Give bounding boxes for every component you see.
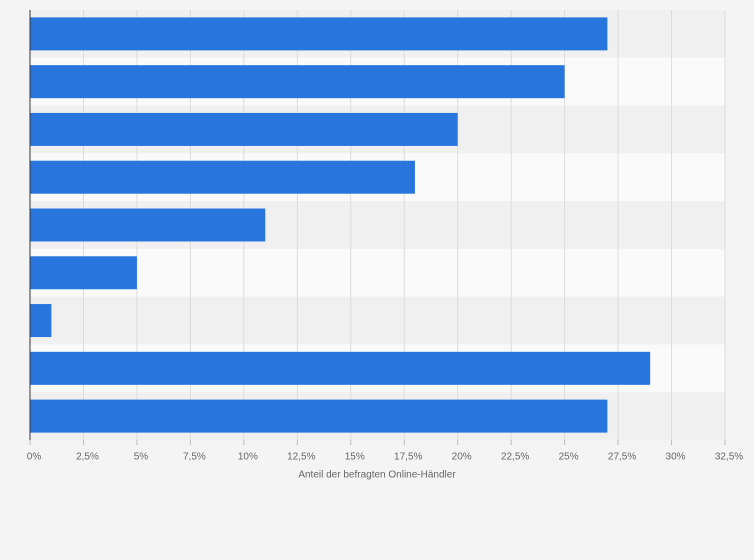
x-tick-label: 5% <box>134 452 149 463</box>
x-tick-label: 27,5% <box>608 452 636 463</box>
bar <box>30 399 608 433</box>
x-tick-label: 7,5% <box>183 452 206 463</box>
x-tick-label: 25% <box>559 452 579 463</box>
x-tick-label: 15% <box>345 452 365 463</box>
bar <box>30 65 565 99</box>
x-tick-label: 22,5% <box>501 452 529 463</box>
bar <box>30 17 608 51</box>
x-tick-label: 17,5% <box>394 452 422 463</box>
row-band <box>30 248 725 297</box>
bar <box>30 160 415 194</box>
x-tick-label: 30% <box>666 452 686 463</box>
x-tick-label: 10% <box>238 452 258 463</box>
x-tick-label: 32,5% <box>715 452 743 463</box>
bar <box>30 351 651 385</box>
x-tick-label: 12,5% <box>287 452 315 463</box>
bar <box>30 304 52 338</box>
row-band <box>30 296 725 345</box>
x-tick-label: 2,5% <box>76 452 99 463</box>
x-tick-label: 20% <box>452 452 472 463</box>
x-axis-label: Anteil der befragten Online-Händler <box>298 470 456 481</box>
x-tick-label: 0% <box>27 452 42 463</box>
bar <box>30 208 266 242</box>
bar <box>30 112 458 146</box>
bar <box>30 256 137 290</box>
